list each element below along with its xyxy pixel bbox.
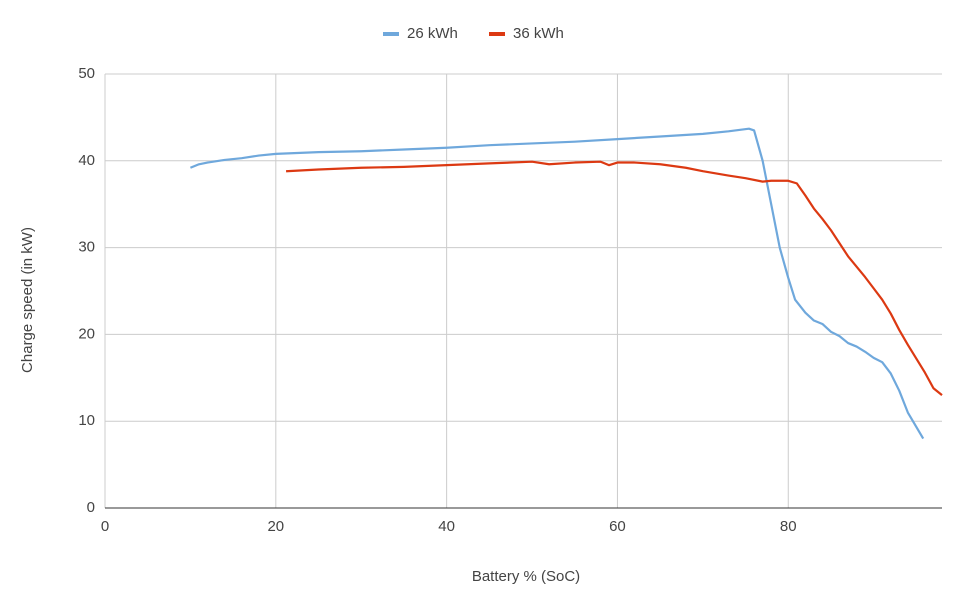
- x-tick-label: 40: [438, 518, 455, 535]
- y-tick-label: 40: [78, 152, 95, 169]
- y-tick-label: 50: [78, 65, 95, 82]
- legend-label: 36 kWh: [513, 25, 564, 42]
- line: [286, 160, 943, 397]
- y-axis-label: Charge speed (in kW): [19, 227, 36, 373]
- x-axis-label: Battery % (SoC): [472, 568, 580, 585]
- x-tick-label: 0: [101, 518, 109, 535]
- y-tick-label: 10: [78, 412, 95, 429]
- legend-label: 26 kWh: [407, 25, 458, 42]
- x-tick-label: 80: [780, 518, 797, 535]
- y-tick-label: 0: [87, 499, 95, 516]
- y-tick-label: 20: [78, 325, 95, 342]
- x-tick-label: 60: [609, 518, 626, 535]
- x-tick-label: 20: [267, 518, 284, 535]
- y-tick-label: 30: [78, 239, 95, 256]
- line: [189, 127, 925, 440]
